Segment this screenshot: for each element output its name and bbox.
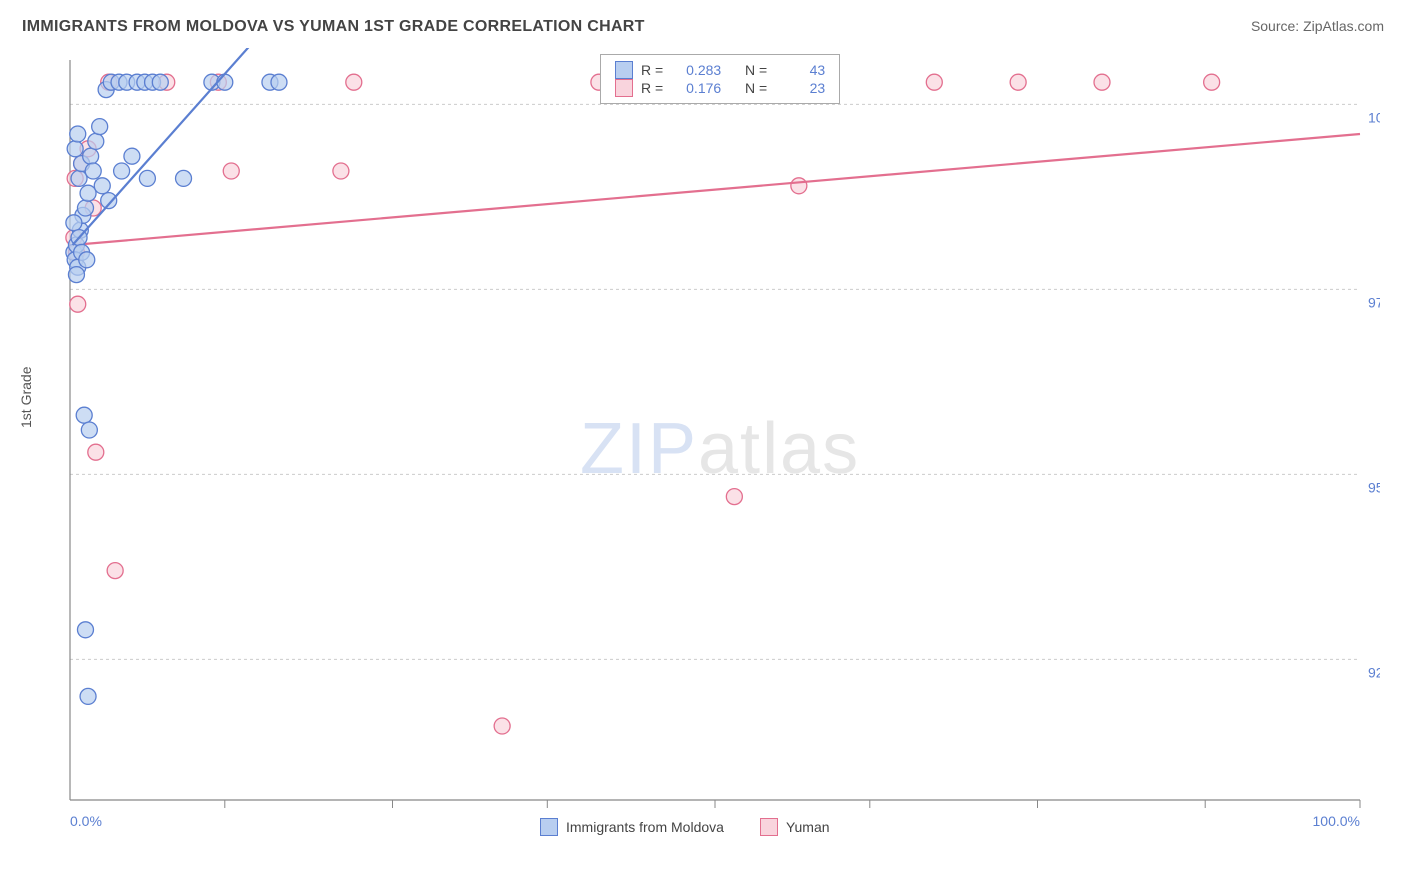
- correlation-legend: R = 0.283 N = 43 R = 0.176 N = 23: [600, 54, 840, 104]
- n-label: N =: [745, 80, 767, 96]
- scatter-plot-svg: 100.0% 97.5% 95.0% 92.5% 0.0% 100.0%: [40, 48, 1380, 828]
- legend-row-blue: R = 0.283 N = 43: [615, 61, 825, 79]
- series-name-blue: Immigrants from Moldova: [566, 819, 724, 835]
- r-value-blue: 0.283: [671, 62, 721, 78]
- svg-text:95.0%: 95.0%: [1368, 479, 1380, 495]
- svg-text:0.0%: 0.0%: [70, 813, 102, 828]
- source-label: Source: ZipAtlas.com: [1251, 18, 1384, 34]
- series-legend: Immigrants from Moldova Yuman: [540, 818, 830, 836]
- legend-item-blue: Immigrants from Moldova: [540, 818, 724, 836]
- chart-title: IMMIGRANTS FROM MOLDOVA VS YUMAN 1ST GRA…: [22, 18, 645, 36]
- r-label: R =: [641, 80, 663, 96]
- legend-item-pink: Yuman: [760, 818, 830, 836]
- series-name-pink: Yuman: [786, 819, 830, 835]
- r-label: R =: [641, 62, 663, 78]
- n-value-pink: 23: [775, 80, 825, 96]
- svg-text:97.5%: 97.5%: [1368, 294, 1380, 310]
- svg-text:100.0%: 100.0%: [1313, 813, 1360, 828]
- svg-text:100.0%: 100.0%: [1368, 109, 1380, 125]
- y-axis-label: 1st Grade: [18, 367, 34, 428]
- chart-area: 1st Grade 100.0%97.5%95.0%92.5%0.0%100.0…: [40, 48, 1380, 828]
- swatch-pink-icon: [760, 818, 778, 836]
- swatch-blue-icon: [540, 818, 558, 836]
- title-bar: IMMIGRANTS FROM MOLDOVA VS YUMAN 1ST GRA…: [0, 0, 1406, 44]
- n-value-blue: 43: [775, 62, 825, 78]
- legend-row-pink: R = 0.176 N = 23: [615, 79, 825, 97]
- swatch-pink: [615, 79, 633, 97]
- n-label: N =: [745, 62, 767, 78]
- r-value-pink: 0.176: [671, 80, 721, 96]
- svg-text:92.5%: 92.5%: [1368, 664, 1380, 680]
- swatch-blue: [615, 61, 633, 79]
